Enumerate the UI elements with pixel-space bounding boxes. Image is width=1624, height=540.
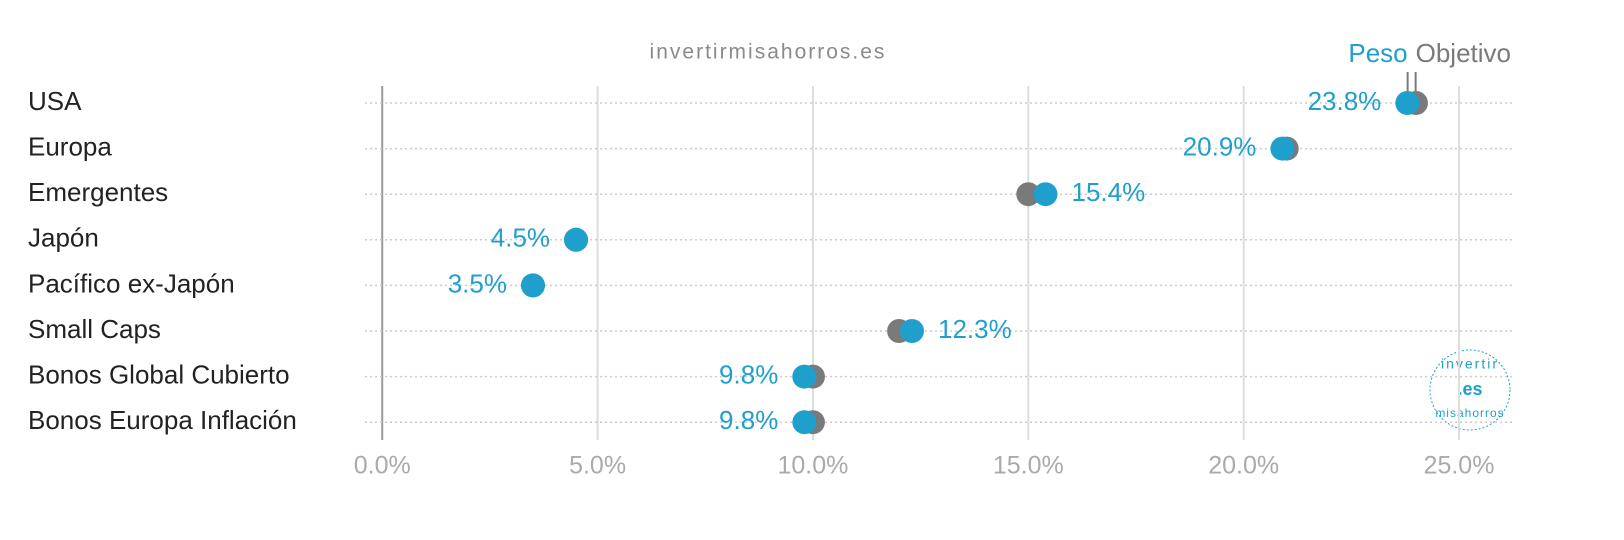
category-label: Bonos Global Cubierto xyxy=(28,359,290,389)
logo-center: .es xyxy=(1457,379,1482,399)
x-tick-label: 10.0% xyxy=(777,452,848,480)
dot xyxy=(520,273,545,298)
x-tick-label: 5.0% xyxy=(569,452,626,480)
dot xyxy=(1395,91,1420,115)
dot xyxy=(900,319,925,343)
logo-ring xyxy=(1429,349,1511,431)
category-label: Emergentes xyxy=(28,177,168,207)
dot xyxy=(564,227,589,252)
value-label: 9.8% xyxy=(719,405,778,435)
legend-label: Objetivo xyxy=(1416,38,1511,68)
value-label: 9.8% xyxy=(719,359,778,389)
x-tick-label: 20.0% xyxy=(1208,452,1279,480)
value-label: 4.5% xyxy=(491,223,550,253)
value-label: 12.3% xyxy=(938,314,1012,344)
x-tick-label: 15.0% xyxy=(993,452,1064,480)
logo-top: invertir xyxy=(1441,356,1499,372)
category-label: Japón xyxy=(28,223,99,253)
category-label: USA xyxy=(28,86,82,116)
dot xyxy=(1033,182,1058,207)
dot xyxy=(1016,182,1041,207)
category-label: Pacífico ex-Japón xyxy=(28,268,235,298)
logo: invertir .es misahorros xyxy=(1429,349,1511,431)
value-label: 3.5% xyxy=(448,268,507,298)
category-label: Bonos Europa Inflación xyxy=(28,405,297,435)
x-tick-label: 25.0% xyxy=(1424,452,1495,480)
value-label: 20.9% xyxy=(1183,131,1257,161)
dot xyxy=(792,364,817,389)
dot xyxy=(792,410,817,435)
value-label: 23.8% xyxy=(1308,86,1382,116)
dot xyxy=(1270,136,1295,161)
category-label: Small Caps xyxy=(28,314,161,344)
legend-label: Peso xyxy=(1348,38,1407,68)
value-label: 15.4% xyxy=(1072,177,1146,207)
logo-bottom: misahorros xyxy=(1435,406,1504,420)
category-label: Europa xyxy=(28,131,112,161)
x-tick-label: 0.0% xyxy=(354,452,411,480)
chart-subtitle: invertirmisahorros.es xyxy=(650,41,887,64)
